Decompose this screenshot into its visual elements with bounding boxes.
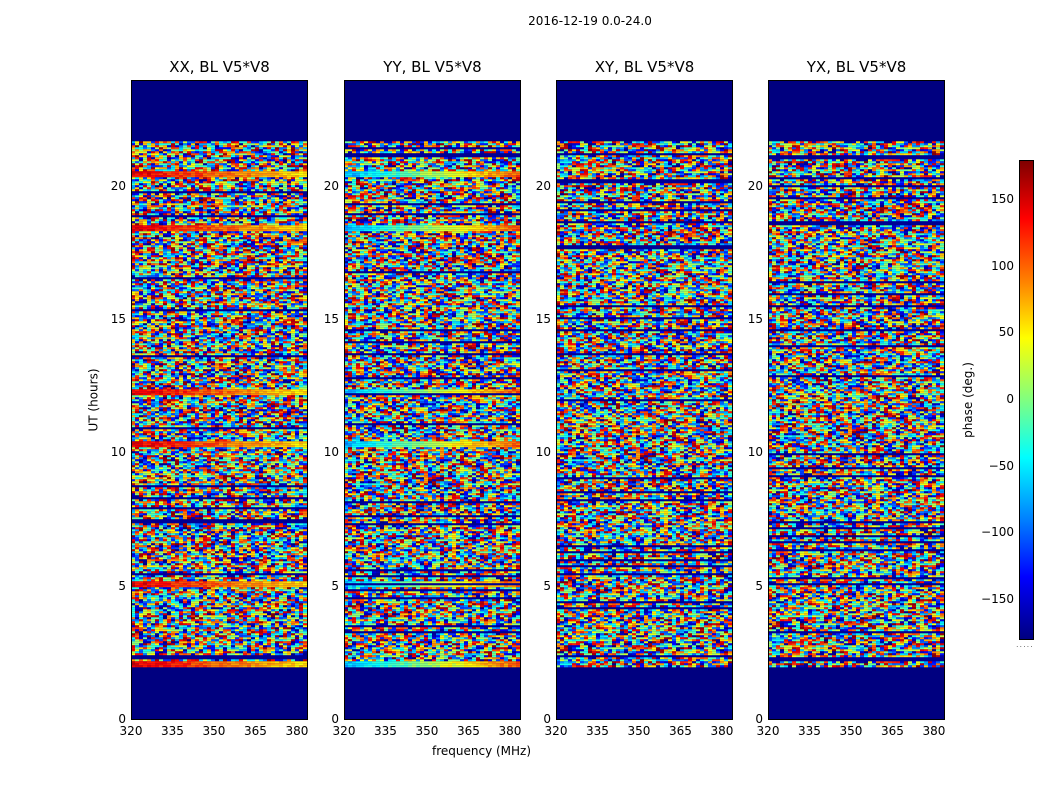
x-tick-label: 350: [624, 724, 654, 738]
colorbar-tick-label: −150: [976, 592, 1014, 606]
y-tick-label: 0: [739, 712, 763, 726]
x-tick-label: 380: [495, 724, 525, 738]
y-tick-label: 20: [315, 179, 339, 193]
x-tick-label: 380: [919, 724, 949, 738]
y-tick-label: 10: [315, 445, 339, 459]
heatmap-cells: [131, 141, 308, 668]
y-tick-label: 15: [739, 312, 763, 326]
colorbar-overflow-marker: .....: [1016, 640, 1034, 649]
y-tick-label: 10: [527, 445, 551, 459]
panel-frame: [768, 80, 945, 720]
y-tick-label: 20: [527, 179, 551, 193]
x-tick-label: 365: [453, 724, 483, 738]
panel-frame: [344, 80, 521, 720]
panel-title: YX, BL V5*V8: [768, 58, 945, 76]
figure-title: 2016-12-19 0.0-24.0: [0, 14, 1050, 28]
y-tick-label: 0: [315, 712, 339, 726]
x-tick-label: 320: [541, 724, 571, 738]
y-tick-label: 5: [527, 579, 551, 593]
heatmap-svg: [768, 80, 945, 720]
colorbar-tick-label: 0: [976, 392, 1014, 406]
y-tick-label: 10: [102, 445, 126, 459]
y-tick-label: 20: [102, 179, 126, 193]
x-tick-label: 335: [370, 724, 400, 738]
colorbar-tick-label: −100: [976, 525, 1014, 539]
x-tick-label: 335: [794, 724, 824, 738]
x-tick-label: 320: [116, 724, 146, 738]
heatmap-svg: [344, 80, 521, 720]
y-tick-label: 0: [102, 712, 126, 726]
x-tick-label: 335: [157, 724, 187, 738]
y-tick-label: 20: [739, 179, 763, 193]
heatmap-panel: [131, 80, 308, 720]
panel-title: XX, BL V5*V8: [131, 58, 308, 76]
heatmap-svg: [131, 80, 308, 720]
y-tick-label: 15: [315, 312, 339, 326]
y-tick-label: 0: [527, 712, 551, 726]
x-tick-label: 365: [665, 724, 695, 738]
y-tick-label: 15: [527, 312, 551, 326]
y-tick-label: 15: [102, 312, 126, 326]
x-tick-label: 320: [753, 724, 783, 738]
y-tick-label: 5: [739, 579, 763, 593]
colorbar-tick-label: −50: [976, 459, 1014, 473]
heatmap-svg: [556, 80, 733, 720]
x-tick-label: 380: [282, 724, 312, 738]
colorbar-tick-label: 150: [976, 192, 1014, 206]
y-tick-label: 5: [315, 579, 339, 593]
panel-title: XY, BL V5*V8: [556, 58, 733, 76]
x-tick-label: 350: [836, 724, 866, 738]
y-tick-label: 10: [739, 445, 763, 459]
heatmap-cells: [556, 141, 733, 668]
x-tick-label: 320: [329, 724, 359, 738]
panel-title: YY, BL V5*V8: [344, 58, 521, 76]
heatmap-cells: [344, 141, 521, 668]
heatmap-panel: [768, 80, 945, 720]
x-tick-label: 365: [877, 724, 907, 738]
colorbar: [1019, 160, 1034, 640]
x-tick-label: 365: [240, 724, 270, 738]
heatmap-panel: [556, 80, 733, 720]
x-tick-label: 350: [412, 724, 442, 738]
heatmap-cells: [768, 141, 945, 668]
heatmap-panel: [344, 80, 521, 720]
colorbar-label: phase (deg.): [961, 362, 975, 438]
colorbar-tick-label: 50: [976, 325, 1014, 339]
x-tick-label: 350: [199, 724, 229, 738]
x-axis-label: frequency (MHz): [432, 744, 531, 758]
y-tick-label: 5: [102, 579, 126, 593]
x-tick-label: 380: [707, 724, 737, 738]
x-tick-label: 335: [582, 724, 612, 738]
panel-frame: [131, 80, 308, 720]
colorbar-tick-label: 100: [976, 259, 1014, 273]
panel-frame: [556, 80, 733, 720]
y-axis-label: UT (hours): [87, 368, 101, 431]
